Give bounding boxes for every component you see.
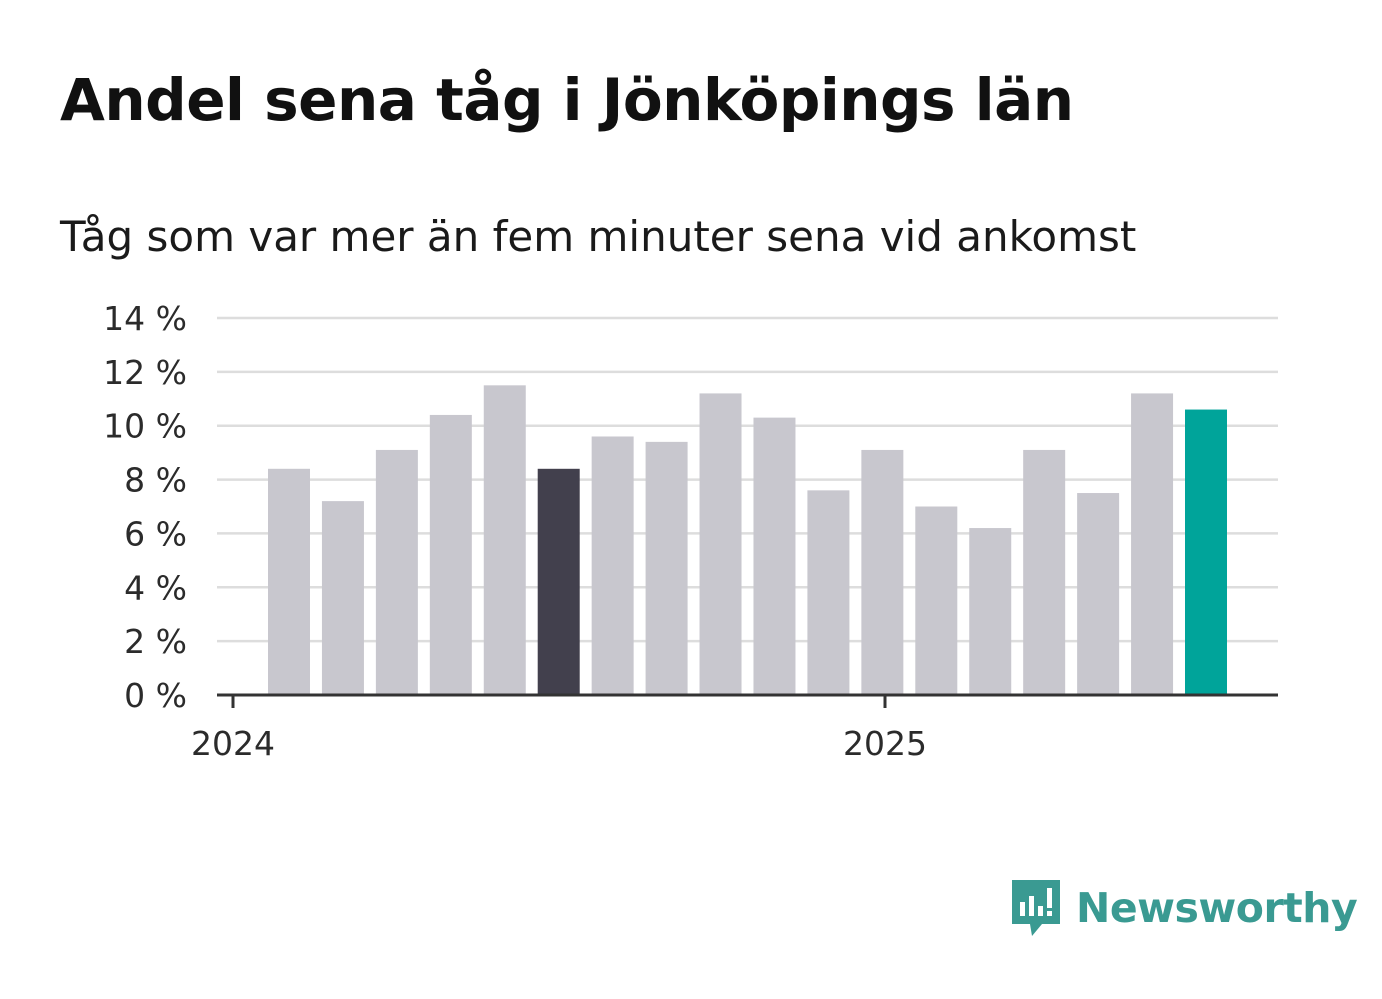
bar: [321, 501, 364, 695]
y-tick-label: 2 %: [124, 622, 187, 661]
chart-subtitle: Tåg som var mer än fem minuter sena vid …: [60, 212, 1137, 261]
bar: [537, 468, 580, 695]
bar: [807, 490, 850, 695]
x-tick-label: 2024: [191, 724, 275, 763]
y-tick-label: 10 %: [103, 407, 187, 446]
bar: [591, 436, 634, 695]
y-tick-label: 4 %: [124, 568, 187, 607]
bar: [268, 468, 310, 695]
bar: [1185, 409, 1227, 695]
y-tick-label: 8 %: [124, 461, 187, 500]
y-tick-label: 6 %: [124, 514, 187, 553]
bar: [753, 417, 796, 695]
bar: [1077, 493, 1120, 695]
newsworthy-logo-icon: [1012, 880, 1060, 936]
bar: [483, 385, 526, 695]
y-tick-label: 12 %: [103, 353, 187, 392]
bar: [429, 414, 472, 695]
bar: [1131, 393, 1174, 695]
bar: [645, 441, 688, 695]
bar: [915, 506, 958, 695]
bar: [375, 449, 418, 695]
chart-title: Andel sena tåg i Jönköpings län: [60, 66, 1074, 134]
x-tick-label: 2025: [843, 724, 927, 763]
y-tick-label: 0 %: [124, 676, 187, 715]
bar: [861, 449, 904, 695]
bar: [1023, 449, 1066, 695]
brand-name: Newsworthy: [1076, 884, 1358, 932]
bar: [699, 393, 742, 695]
brand-logo: Newsworthy: [1010, 878, 1358, 938]
bar: [969, 528, 1012, 695]
y-tick-label: 14 %: [103, 299, 187, 338]
bar-chart: 0 % 2 % 4 % 6 % 8 % 10 % 12 % 14 % 2024 2025: [103, 299, 1278, 763]
